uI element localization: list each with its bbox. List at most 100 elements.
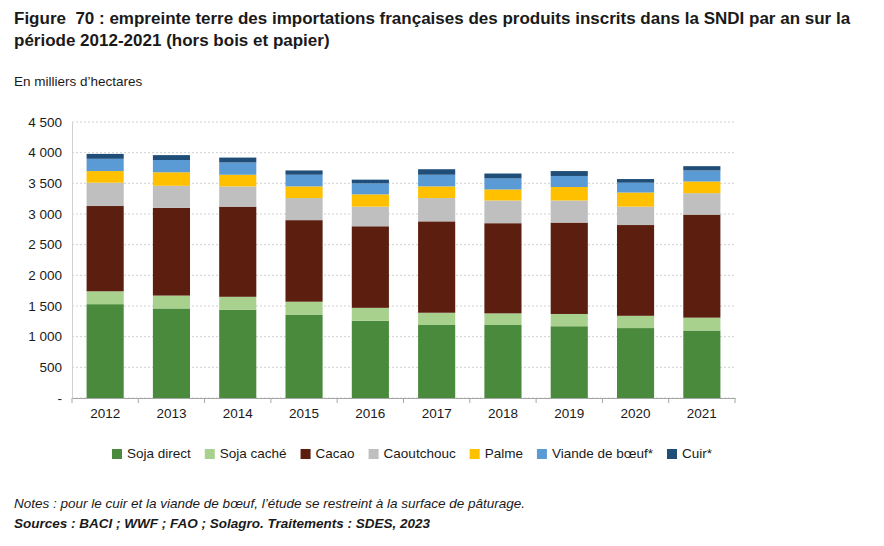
y-tick-label: 2 000 <box>28 268 62 283</box>
bar-segment <box>551 176 588 187</box>
bar-segment <box>87 171 124 183</box>
y-tick: 2 500 <box>28 237 72 252</box>
chart: Figure 70 : empreinte terre des importat… <box>0 0 884 546</box>
bar-segment <box>551 326 588 398</box>
bar-segment <box>219 158 256 163</box>
y-tick: 2 000 <box>28 268 72 283</box>
x-tick: 2020 <box>621 398 651 421</box>
x-tick-label: 2021 <box>687 406 717 421</box>
legend-swatch <box>369 449 379 459</box>
y-tick: - <box>58 391 73 406</box>
bar-segment <box>551 187 588 200</box>
x-tick: 2015 <box>289 398 319 421</box>
bar-segment <box>285 302 322 315</box>
bar-segment <box>551 201 588 223</box>
x-tick: 2018 <box>488 398 518 421</box>
grid-line <box>72 122 735 123</box>
x-separator <box>536 398 537 403</box>
legend-item: Viande de bœuf* <box>537 446 654 461</box>
bar-segment <box>551 171 588 176</box>
bar-segment <box>87 291 124 304</box>
subtitle: En milliers d’hectares <box>14 74 143 89</box>
bar-segment <box>683 181 720 193</box>
x-tick-label: 2015 <box>289 406 319 421</box>
series <box>87 183 721 227</box>
bar-segment <box>418 198 455 221</box>
legend-swatch <box>112 449 122 459</box>
x-separator <box>735 398 736 403</box>
bar-segment <box>153 308 190 398</box>
legend-item: Palme <box>470 446 523 461</box>
bar-segment <box>484 178 521 189</box>
legend-swatch <box>301 449 311 459</box>
bar-segment <box>153 172 190 185</box>
bar-segment <box>617 193 654 207</box>
bar-segment <box>153 160 190 172</box>
bar-segment <box>683 215 720 318</box>
y-tick-label: 4 000 <box>28 145 62 160</box>
bar-segment <box>352 226 389 308</box>
y-tick-label: 3 000 <box>28 207 62 222</box>
title: Figure 70 : empreinte terre des importat… <box>14 9 851 50</box>
x-separators <box>72 398 735 403</box>
legend-item: Caoutchouc <box>369 446 456 461</box>
bar-segment <box>87 159 124 171</box>
bar-segment <box>352 207 389 227</box>
legend-label: Soja direct <box>127 446 191 461</box>
x-separator <box>337 398 338 403</box>
legend-swatch <box>470 449 480 459</box>
bar-segment <box>285 170 322 174</box>
title-line: période 2012-2021 (hors bois et papier) <box>14 31 330 50</box>
y-tick: 4 000 <box>28 145 72 160</box>
bar-segment <box>219 186 256 206</box>
bar-segment <box>285 175 322 187</box>
legend-label: Viande de bœuf* <box>552 446 654 461</box>
bar-segment <box>87 304 124 398</box>
x-tick-label: 2014 <box>223 406 254 421</box>
legend-label: Caoutchouc <box>384 446 456 461</box>
bar-segment <box>153 296 190 309</box>
legend-label: Palme <box>485 446 523 461</box>
y-tick-label: 1 500 <box>28 299 62 314</box>
bar-segment <box>285 198 322 220</box>
y-tick: 500 <box>39 360 72 375</box>
legend: Soja directSoja cachéCacaoCaoutchoucPalm… <box>112 446 713 461</box>
x-tick: 2016 <box>355 398 385 421</box>
bar-segment <box>87 206 124 291</box>
x-tick-label: 2018 <box>488 406 518 421</box>
x-axis: 2012201320142015201620172018201920202021 <box>73 398 736 421</box>
x-tick-label: 2016 <box>355 406 385 421</box>
bar-segment <box>484 174 521 179</box>
y-tick: 1 500 <box>28 299 72 314</box>
bar-segment <box>219 207 256 297</box>
legend-swatch <box>537 449 547 459</box>
bar-segment <box>617 316 654 328</box>
bar-segment <box>219 162 256 174</box>
bar-segment <box>617 179 654 183</box>
legend-label: Cuir* <box>682 446 713 461</box>
bar-segment <box>352 183 389 194</box>
bar-segment <box>418 175 455 187</box>
bar-segment <box>484 189 521 200</box>
bar-segment <box>352 194 389 206</box>
x-tick: 2019 <box>554 398 584 421</box>
bar-segment <box>683 331 720 398</box>
bar-segment <box>352 180 389 184</box>
series <box>87 304 721 398</box>
bar-segment <box>285 315 322 398</box>
bar-segment <box>418 313 455 325</box>
y-tick: 1 000 <box>28 329 72 344</box>
bar-segment <box>219 310 256 398</box>
x-separator <box>469 398 470 403</box>
bar-segment <box>153 186 190 208</box>
bar-segment <box>551 223 588 314</box>
series <box>87 206 721 318</box>
grid-line <box>72 152 735 153</box>
series <box>87 154 721 183</box>
y-tick-label: 1 000 <box>28 329 62 344</box>
legend-item: Cacao <box>301 446 355 461</box>
x-separator <box>72 398 73 403</box>
y-tick-label: - <box>58 391 63 406</box>
x-separator <box>204 398 205 403</box>
x-separator <box>403 398 404 403</box>
